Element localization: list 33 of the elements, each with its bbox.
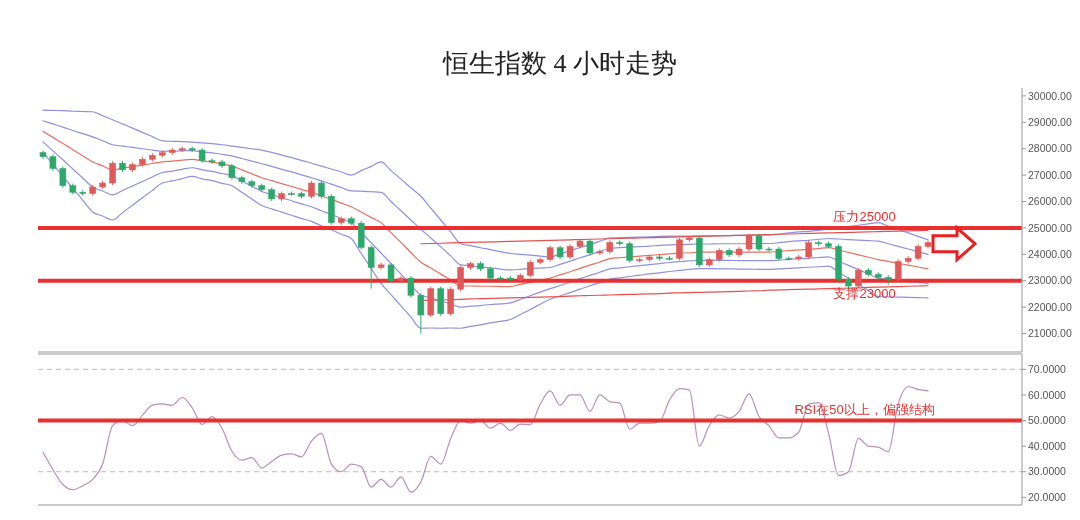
candlestick [59,165,67,189]
y-tick-label: 24000.00 [1028,248,1072,260]
ref-line-label: 压力25000 [833,208,896,224]
candlestick [457,264,464,292]
y-tick-label: 27000.00 [1028,168,1072,181]
y-tick-label: 26000.00 [1028,195,1072,208]
y-tick-label: 40.0000 [1028,439,1067,452]
candlestick [894,258,902,283]
candlestick [109,160,116,186]
y-tick-label: 22000.00 [1028,300,1072,313]
ref-line-label: 支撑23000 [833,285,896,301]
chart-title: 恒生指数 4 小时走势 [442,49,677,78]
y-tick-label: 25000.00 [1028,221,1072,234]
candlestick [208,157,216,165]
y-tick-label: 20.0000 [1028,491,1067,503]
y-tick-label: 29000.00 [1028,116,1072,128]
y-tick-label: 23000.00 [1028,274,1072,287]
candlestick [626,241,633,263]
candlestick [407,275,415,298]
y-tick-label: 50.0000 [1028,414,1067,427]
y-tick-label: 21000.00 [1028,327,1072,340]
candlestick [417,292,425,335]
y-tick-label: 28000.00 [1028,142,1072,155]
candlestick [387,262,395,284]
y-tick-label: 30.0000 [1028,465,1067,478]
y-tick-label: 30000.00 [1028,89,1072,102]
candlestick [367,244,375,290]
candlestick [904,255,912,265]
ref-line-label: RSI在50以上，偏强结构 [794,401,935,417]
y-tick-label: 70.0000 [1028,363,1067,376]
line-series [42,130,929,288]
y-tick-label: 60.0000 [1028,388,1067,401]
candlestick [805,240,812,260]
